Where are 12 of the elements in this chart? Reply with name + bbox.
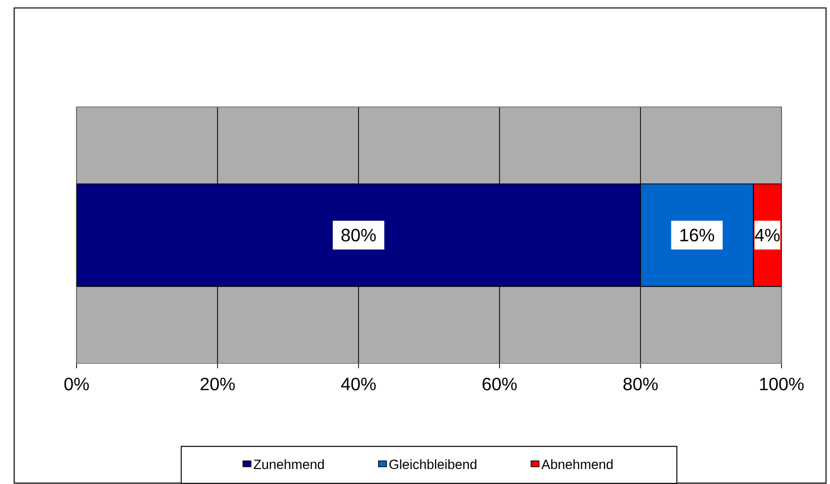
x-tick-label: 80%: [623, 378, 658, 390]
legend-label: Gleichbleibend: [389, 459, 476, 470]
x-tick-label: 40%: [341, 378, 376, 390]
x-tick-label: 100%: [760, 378, 804, 390]
data-label: 80%: [341, 228, 376, 242]
x-tick-label: 0%: [64, 378, 89, 390]
x-tick-label: 20%: [200, 378, 235, 390]
data-label: 4%: [754, 228, 780, 242]
data-label: 16%: [680, 228, 714, 242]
x-tick-label: 60%: [482, 378, 517, 390]
legend-label: Abnehmend: [541, 459, 613, 470]
legend-label: Zunehmend: [254, 459, 324, 470]
